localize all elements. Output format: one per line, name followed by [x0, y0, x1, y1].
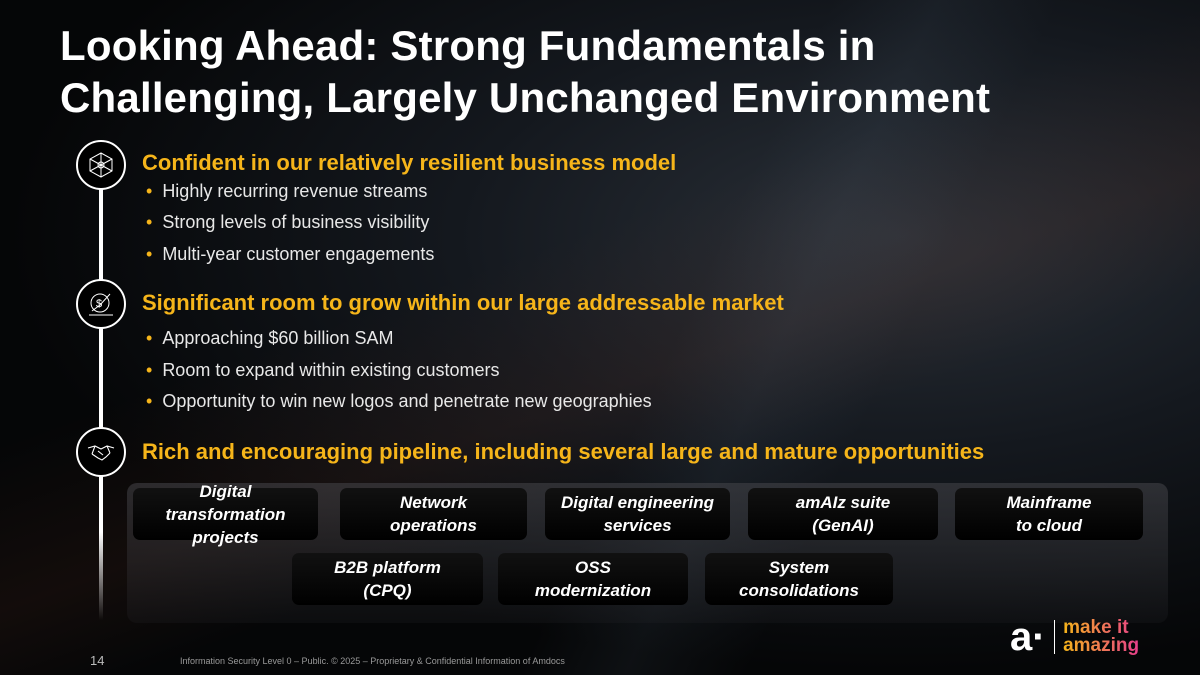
box-line: to cloud [1015, 516, 1083, 535]
opportunity-box: amAIz suite (GenAI) [748, 488, 938, 540]
bullet-item: Strong levels of business visibility [146, 212, 429, 233]
handshake-icon [76, 427, 126, 477]
logo-divider [1053, 620, 1056, 654]
bullet-item: Approaching $60 billion SAM [146, 328, 393, 349]
box-line: amAIz suite [795, 493, 891, 512]
logo-tagline: make it amazing [1063, 619, 1139, 655]
box-line: (CPQ) [363, 581, 412, 600]
box-line: (GenAI) [812, 516, 874, 535]
opportunity-box: B2B platform (CPQ) [292, 553, 483, 605]
section-heading: Significant room to grow within our larg… [142, 290, 784, 315]
opportunity-box: Network operations [340, 488, 527, 540]
timeline-line [99, 180, 103, 620]
opportunity-box: System consolidations [705, 553, 893, 605]
section-heading: Confident in our relatively resilient bu… [142, 150, 677, 175]
footer-text: Information Security Level 0 – Public. ©… [180, 656, 565, 666]
page-number: 14 [90, 653, 105, 668]
box-line: Digital transformation [165, 481, 286, 524]
bullet-item: Room to expand within existing customers [146, 360, 499, 381]
title-line-1: Looking Ahead: Strong Fundamentals in [60, 22, 876, 69]
box-line: OSS [575, 558, 611, 577]
box-line: modernization [534, 581, 652, 600]
amdocs-logo: a· make it amazing [1010, 617, 1139, 657]
title-line-2: Challenging, Largely Unchanged Environme… [60, 74, 991, 121]
bullet-item: Highly recurring revenue streams [146, 181, 427, 202]
opportunity-box: Mainframe to cloud [955, 488, 1143, 540]
network-icon [76, 140, 126, 190]
box-line: System [768, 558, 830, 577]
svg-text:$: $ [96, 298, 102, 310]
box-line: operations [390, 516, 477, 535]
box-line: projects [192, 527, 259, 547]
logo-mark: a· [1010, 615, 1046, 659]
box-line: services [603, 516, 672, 535]
logo-line: amazing [1063, 635, 1140, 656]
bullet-item: Opportunity to win new logos and penetra… [146, 391, 651, 412]
page-title: Looking Ahead: Strong Fundamentals in Ch… [60, 20, 990, 124]
box-line: consolidations [739, 581, 859, 600]
box-line: Digital engineering [560, 493, 715, 512]
dollar-growth-icon: $ [76, 279, 126, 329]
opportunity-box: OSS modernization [498, 553, 688, 605]
box-line: Network [399, 493, 468, 512]
opportunity-box: Digital transformation projects [133, 482, 318, 547]
section-heading: Rich and encouraging pipeline, including… [142, 439, 985, 464]
box-line: B2B platform [334, 558, 441, 577]
opportunity-box: Digital engineering services [545, 488, 730, 540]
bullet-item: Multi-year customer engagements [146, 244, 434, 265]
box-line: Mainframe [1006, 493, 1092, 512]
